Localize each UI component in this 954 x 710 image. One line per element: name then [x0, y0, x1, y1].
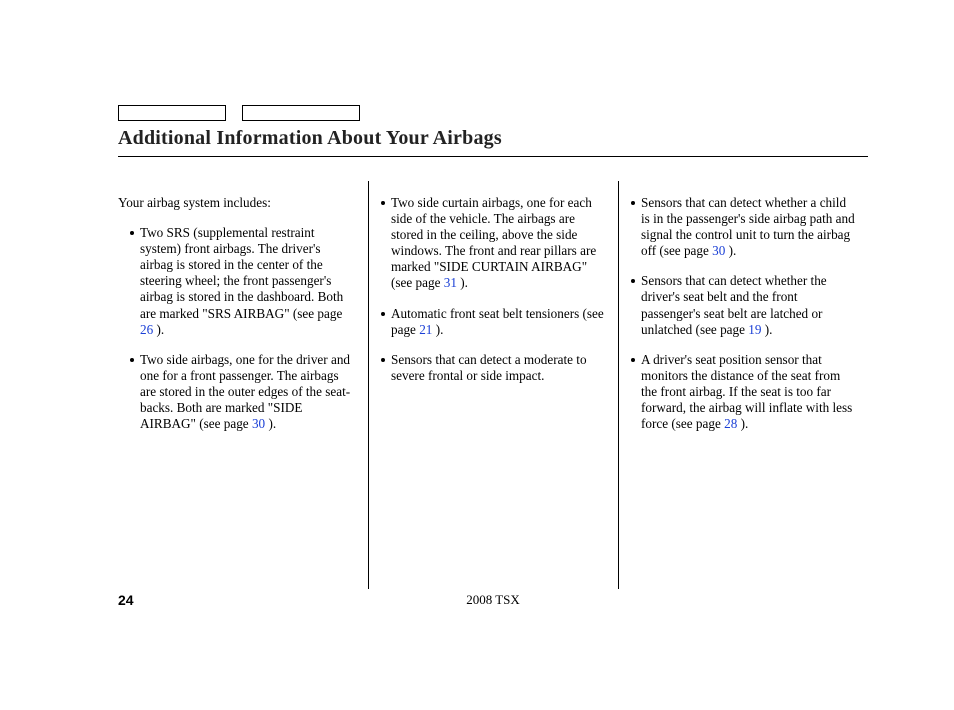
list-col1: Two SRS (supplemental restraint system) …: [130, 225, 356, 432]
item-text-tail: ).: [737, 416, 748, 431]
column-2: Two side curtain airbags, one for each s…: [368, 181, 618, 589]
list-item: Sensors that can detect a moderate to se…: [381, 352, 606, 384]
model-year: 2008 TSX: [466, 592, 520, 608]
page-title: Additional Information About Your Airbag…: [118, 127, 868, 156]
item-text-tail: ).: [153, 322, 164, 337]
list-item: Two side airbags, one for the driver and…: [130, 352, 356, 432]
item-text: Sensors that can detect whether a child …: [641, 195, 855, 258]
page-link[interactable]: 31: [444, 275, 457, 290]
title-rule: [118, 156, 868, 157]
columns: Your airbag system includes: Two SRS (su…: [118, 181, 868, 589]
list-col3: Sensors that can detect whether a child …: [631, 195, 856, 432]
page-link[interactable]: 28: [724, 416, 737, 431]
page-number: 24: [118, 592, 134, 608]
header-boxes: [118, 105, 868, 121]
item-text-tail: ).: [725, 243, 736, 258]
list-item: Automatic front seat belt tensioners (se…: [381, 306, 606, 338]
page-link[interactable]: 30: [252, 416, 265, 431]
item-text: Two SRS (supplemental restraint system) …: [140, 225, 343, 320]
item-text-tail: ).: [761, 322, 772, 337]
list-item: Two side curtain airbags, one for each s…: [381, 195, 606, 292]
page-link[interactable]: 21: [419, 322, 432, 337]
page-content: Additional Information About Your Airbag…: [118, 105, 868, 589]
intro-text: Your airbag system includes:: [118, 195, 356, 211]
list-col2: Two side curtain airbags, one for each s…: [381, 195, 606, 384]
column-1: Your airbag system includes: Two SRS (su…: [118, 181, 368, 589]
page-link[interactable]: 26: [140, 322, 153, 337]
list-item: Sensors that can detect whether a child …: [631, 195, 856, 259]
item-text: Two side curtain airbags, one for each s…: [391, 195, 596, 290]
item-text: Sensors that can detect a moderate to se…: [391, 352, 587, 383]
list-item: Two SRS (supplemental restraint system) …: [130, 225, 356, 338]
header-box-1: [118, 105, 226, 121]
footer: 24 2008 TSX: [118, 592, 868, 609]
list-item: A driver's seat position sensor that mon…: [631, 352, 856, 432]
list-item: Sensors that can detect whether the driv…: [631, 273, 856, 337]
item-text-tail: ).: [265, 416, 276, 431]
column-3: Sensors that can detect whether a child …: [618, 181, 868, 589]
item-text-tail: ).: [432, 322, 443, 337]
item-text: Two side airbags, one for the driver and…: [140, 352, 350, 431]
header-box-2: [242, 105, 360, 121]
item-text-tail: ).: [457, 275, 468, 290]
page-link[interactable]: 19: [748, 322, 761, 337]
page-link[interactable]: 30: [712, 243, 725, 258]
item-text: Sensors that can detect whether the driv…: [641, 273, 827, 336]
